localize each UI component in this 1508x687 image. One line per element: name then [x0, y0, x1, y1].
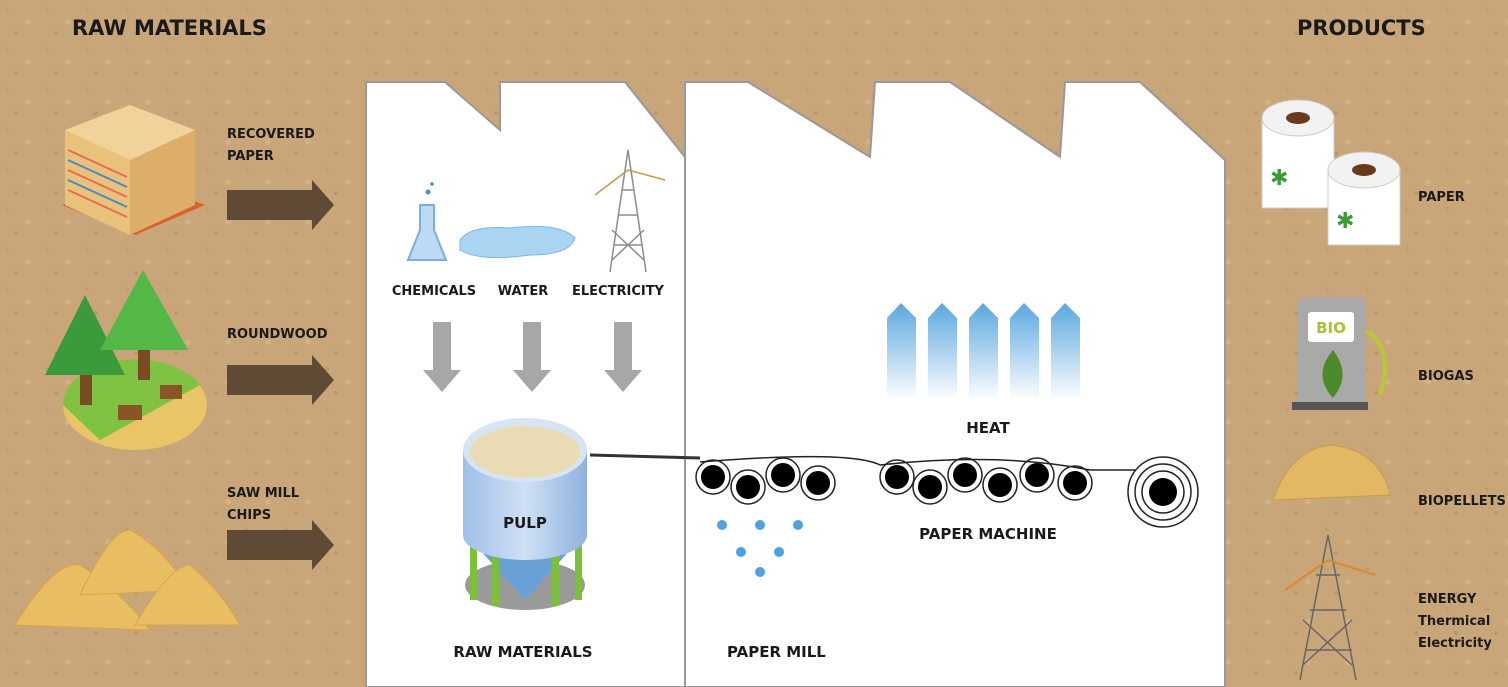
input-label: WATER: [498, 284, 549, 299]
label-line: RECOVERED: [227, 127, 315, 142]
roller: [953, 463, 977, 487]
label-line: PAPER: [1418, 190, 1465, 205]
raw-materials-section: RAW MATERIALS: [453, 643, 592, 661]
water-drops: [717, 520, 803, 577]
pulp-tank: [463, 418, 587, 610]
down-arrows: [423, 322, 642, 392]
roller: [736, 475, 760, 499]
roller: [806, 471, 830, 495]
svg-text:✱: ✱: [1270, 166, 1288, 191]
paper-machine-rollers: [695, 455, 1199, 528]
paper-mill-section: PAPER MILL: [727, 643, 826, 661]
roundwood-icon: [45, 270, 207, 450]
left-title: RAW MATERIALS: [72, 16, 267, 40]
electricity-icon: [594, 149, 666, 273]
biopellets-icon: [1272, 444, 1391, 501]
heat-label: HEAT: [966, 419, 1010, 437]
right-title: PRODUCTS: [1297, 16, 1426, 40]
label-line: ROUNDWOOD: [227, 327, 328, 342]
input-label: ELECTRICITY: [572, 284, 665, 299]
energy-tower-icon: [1284, 534, 1376, 681]
water-icon: [459, 225, 576, 259]
saw-mill-chips-icon: [14, 529, 241, 631]
input-arrows: [227, 180, 334, 570]
recovered-paper-icon: [62, 105, 205, 235]
roller: [771, 463, 795, 487]
pulp-label: PULP: [503, 514, 547, 532]
biogas-badge: BIO: [1316, 319, 1346, 337]
label-line: Electricity: [1418, 636, 1492, 651]
label-line: PAPER: [227, 149, 274, 164]
roller: [1063, 471, 1087, 495]
roller: [988, 473, 1012, 497]
reel: [1149, 478, 1177, 506]
paper-web: [699, 455, 1150, 471]
paper-machine-label: PAPER MACHINE: [919, 525, 1057, 543]
label-line: BIOPELLETS: [1418, 494, 1506, 509]
chemicals-icon: [406, 182, 448, 261]
label-line: BIOGAS: [1418, 369, 1474, 384]
label-line: Thermical: [1418, 614, 1490, 629]
roller: [885, 465, 909, 489]
heat-arrows: [887, 303, 1080, 400]
paper-rolls-icon: ✱✱: [1261, 99, 1401, 246]
pulp-pipe: [589, 453, 701, 460]
roller: [701, 465, 725, 489]
label-line: SAW MILL: [227, 486, 299, 501]
biogas-icon: BIO: [1292, 297, 1388, 410]
svg-text:✱: ✱: [1336, 209, 1354, 234]
roller: [1025, 463, 1049, 487]
input-label: CHEMICALS: [392, 284, 476, 299]
label-line: CHIPS: [227, 508, 271, 523]
label-line: ENERGY: [1418, 592, 1477, 607]
roller: [918, 475, 942, 499]
